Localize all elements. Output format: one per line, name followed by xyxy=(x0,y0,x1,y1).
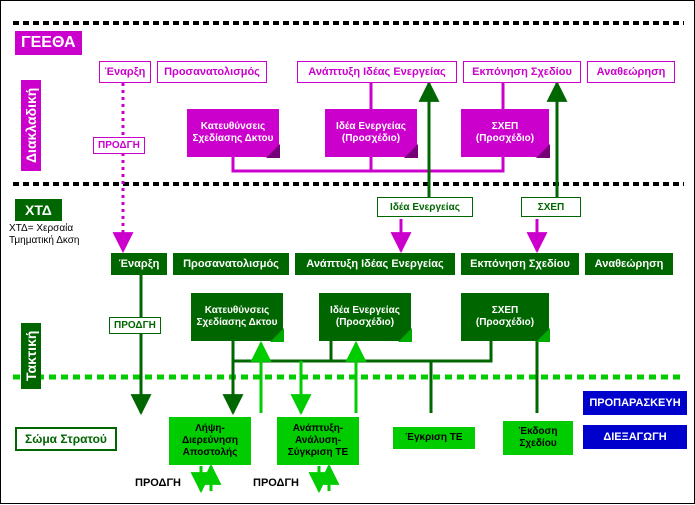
note-xtd-2: Τμηματική Δκση xyxy=(9,235,80,246)
phase-top-1: Έναρξη xyxy=(99,61,151,83)
note-xtd-1: ΧΤΔ= Χερσαία xyxy=(9,223,73,234)
prodgi-bottom-l: ΠΡΟΔΓΗ xyxy=(135,477,181,489)
doc-mid-4: ΣΧΕΠ (Προσχέδιο) xyxy=(461,293,549,341)
phase-mid-5: Αναθεώρηση xyxy=(585,253,673,275)
phase-mid-2: Προσανατολισμός xyxy=(173,253,289,275)
band-geetha: ΓΕΕΘΑ xyxy=(15,31,82,55)
doc-top-2: Κατευθύνσεις Σχεδίασης Δκτου xyxy=(187,109,279,157)
vlabel-diakladiki: Διακλαδική xyxy=(21,80,41,171)
bottom-b1: Λήψη-Διερεύνηση Αποστολής xyxy=(169,417,251,465)
doc-top-4: ΣΧΕΠ (Προσχέδιο) xyxy=(461,109,549,157)
doc-mid-3: Ιδέα Ενεργείας (Προσχέδιο) xyxy=(319,293,411,341)
phase-mid-3: Ανάπτυξη Ιδέας Ενεργείας xyxy=(295,253,455,275)
doc-top-3: Ιδέα Ενεργείας (Προσχέδιο) xyxy=(325,109,417,157)
phase-top-4: Εκπόνηση Σχεδίου xyxy=(463,61,581,83)
vlabel-taktiki: Τακτική xyxy=(21,323,41,389)
phase-mid-1: Έναρξη xyxy=(111,253,167,275)
phase-mid-4: Εκπόνηση Σχεδίου xyxy=(461,253,579,275)
prodgi-bottom-r: ΠΡΟΔΓΗ xyxy=(253,477,299,489)
phase-top-3: Ανάπτυξη Ιδέας Ενεργείας xyxy=(297,61,457,83)
diagram-canvas: ΓΕΕΘΑ Διακλαδική Έναρξη Προσανατολισμός … xyxy=(0,0,695,504)
bottom-b4: Έκδοση Σχεδίου xyxy=(503,421,573,455)
prodgi-mid: ΠΡΟΔΓΗ xyxy=(109,317,161,334)
band-xtd: ΧΤΔ xyxy=(15,199,62,221)
phase-top-2: Προσανατολισμός xyxy=(157,61,267,83)
inter-sxep: ΣΧΕΠ xyxy=(521,197,581,217)
phase-top-5: Αναθεώρηση xyxy=(587,61,675,83)
inter-idea: Ιδέα Ενεργείας xyxy=(377,197,473,217)
band-soma: Σώμα Στρατού xyxy=(15,427,117,451)
prodgi-top: ΠΡΟΔΓΗ xyxy=(93,137,145,154)
blue-exec: ΔΙΕΞΑΓΩΓΗ xyxy=(583,425,687,449)
bottom-b2: Ανάπτυξη-Ανάλυση-Σύγκριση ΤΕ xyxy=(277,417,359,465)
doc-mid-2: Κατευθύνσεις Σχεδίασης Δκτου xyxy=(191,293,283,341)
blue-prep: ΠΡΟΠΑΡΑΣΚΕΥΗ xyxy=(583,391,687,415)
bottom-b3: Έγκριση ΤΕ xyxy=(393,427,475,449)
